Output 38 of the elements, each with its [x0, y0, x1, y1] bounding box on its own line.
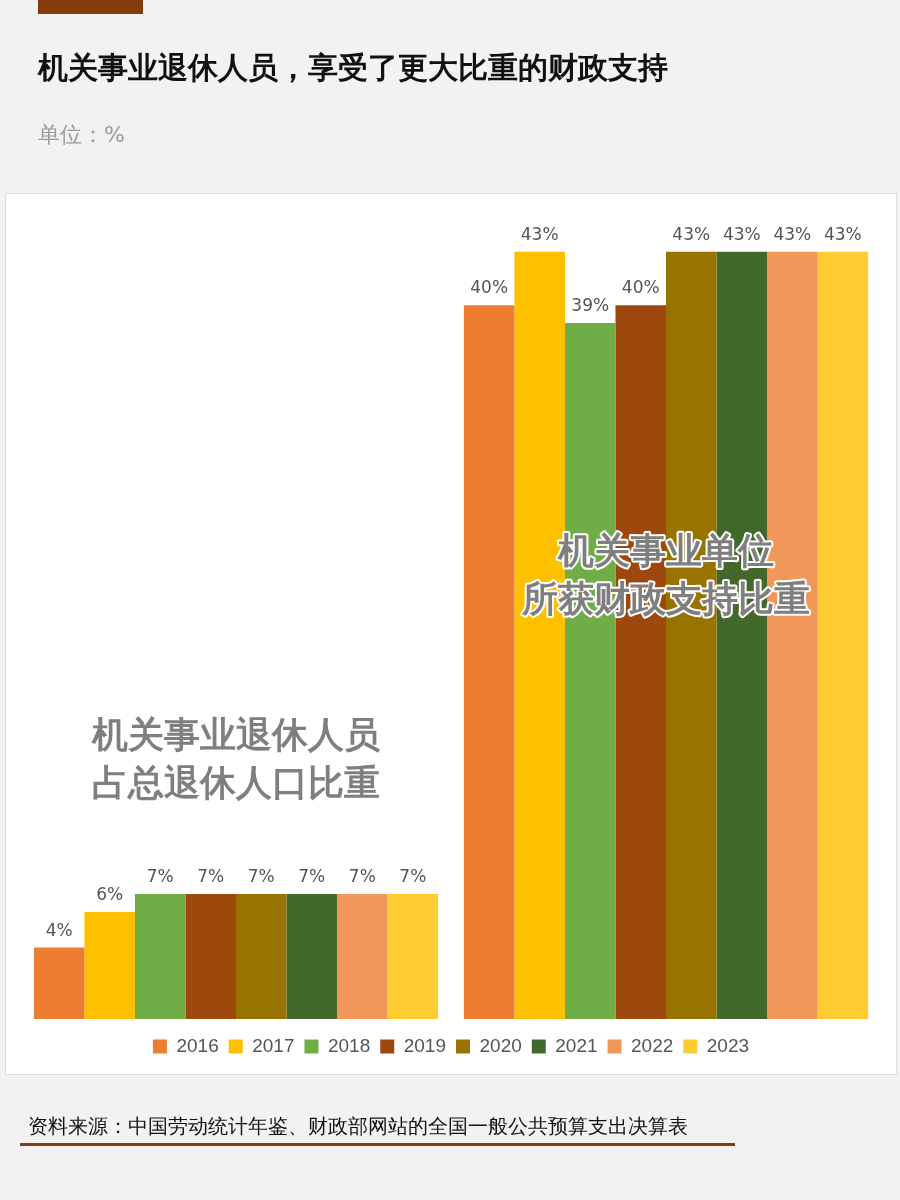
- data-label: 7%: [399, 866, 427, 887]
- data-label: 43%: [773, 223, 812, 244]
- legend-label: 2022: [631, 1034, 674, 1056]
- bar: [286, 894, 338, 1019]
- legend-label: 2021: [555, 1034, 598, 1056]
- data-label: 43%: [672, 223, 711, 244]
- legend-label: 2019: [403, 1034, 447, 1056]
- x-tick-label: 机关事业退休人员占总退休人口比重: [91, 714, 380, 804]
- data-label: 6%: [96, 883, 124, 904]
- data-label: 43%: [722, 223, 761, 244]
- data-label: 43%: [823, 223, 862, 244]
- data-label: 39%: [571, 294, 610, 315]
- data-label: 7%: [197, 866, 225, 887]
- legend-label: 2020: [479, 1034, 522, 1056]
- bar: [337, 894, 388, 1019]
- bar: [387, 894, 439, 1019]
- data-label: 7%: [348, 866, 376, 887]
- bar: [817, 251, 869, 1019]
- bar: [463, 305, 515, 1019]
- data-label: 7%: [146, 866, 174, 887]
- legend-label: 2018: [327, 1034, 371, 1056]
- bar: [236, 894, 287, 1019]
- chart-title: 机关事业退休人员，享受了更大比重的财政支持: [38, 49, 668, 87]
- bar: [33, 947, 85, 1019]
- bar: [185, 894, 236, 1019]
- data-label: 7%: [298, 866, 326, 887]
- data-label: 43%: [520, 223, 559, 244]
- text: 资料来源：中国劳动统计年鉴、财政部网站的全国一般公共预算支出决算表: [28, 1113, 689, 1140]
- bar: [134, 894, 186, 1019]
- legend-label: 2016: [176, 1034, 219, 1056]
- data-label: 7%: [247, 866, 275, 887]
- chart-subtitle: 单位：%: [38, 121, 125, 149]
- data-label: 40%: [621, 277, 660, 298]
- data-label: 4%: [45, 919, 73, 940]
- legend-label: 2017: [252, 1034, 295, 1056]
- bar: [84, 911, 135, 1019]
- legend-label: 2023: [706, 1034, 750, 1056]
- data-label: 40%: [470, 277, 509, 298]
